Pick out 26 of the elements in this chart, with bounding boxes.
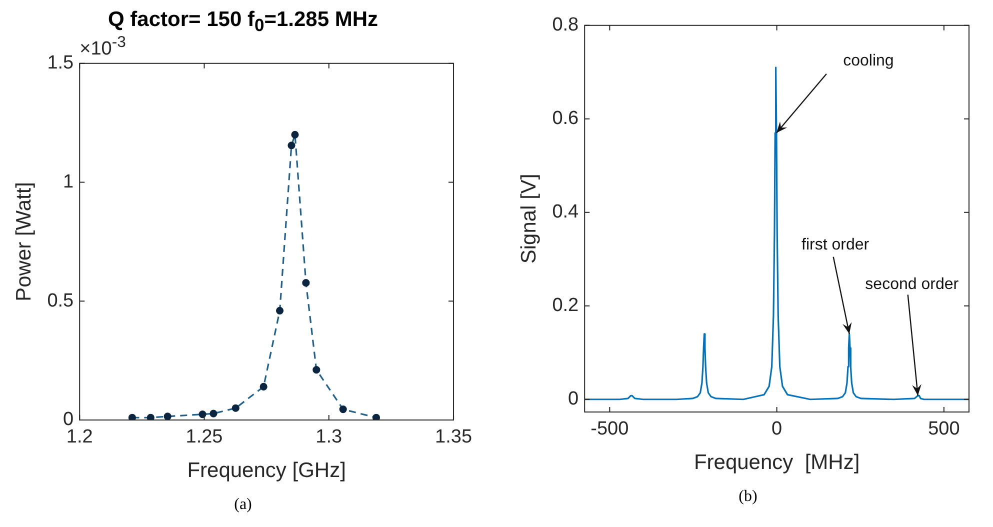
text: (b) bbox=[738, 488, 758, 506]
x-axis-title: Frequency [MHz] bbox=[694, 451, 860, 474]
x-tick-label: 500 bbox=[928, 418, 960, 440]
annotation: first order bbox=[802, 236, 870, 254]
x-tick-label: 1.2 bbox=[66, 426, 93, 448]
y-tick-label: 0.8 bbox=[552, 14, 579, 36]
x-tick-label: -500 bbox=[590, 418, 629, 440]
x-tick-label: 0 bbox=[772, 418, 782, 440]
text: (a) bbox=[233, 496, 253, 514]
y-tick-label: 1 bbox=[63, 172, 74, 192]
x-axis-title: Frequency [GHz] bbox=[187, 459, 346, 482]
chart-title: Q factor= 150 f$_{0}$=1.285 MHz bbox=[108, 8, 378, 36]
y-tick-label: 0.6 bbox=[552, 108, 579, 130]
y-tick-label: 0.4 bbox=[552, 202, 580, 223]
annotation: cooling bbox=[843, 52, 894, 70]
x-tick-label: 1.25 bbox=[186, 426, 223, 448]
y-tick-label: 1.5 bbox=[47, 52, 74, 74]
y-tick-label: 0.5 bbox=[47, 290, 74, 312]
y-tick-label: 0.2 bbox=[552, 295, 579, 316]
x-tick-label: 1.3 bbox=[316, 426, 342, 448]
y-axis-title: Signal [V] bbox=[517, 174, 540, 264]
x-tick-label: 1.35 bbox=[435, 426, 472, 448]
annotation: second order bbox=[865, 276, 960, 294]
text: ×10$^{-3}$ bbox=[80, 34, 126, 60]
y-tick-label: 0 bbox=[568, 388, 579, 410]
y-axis-title: Power [Watt] bbox=[12, 182, 36, 302]
